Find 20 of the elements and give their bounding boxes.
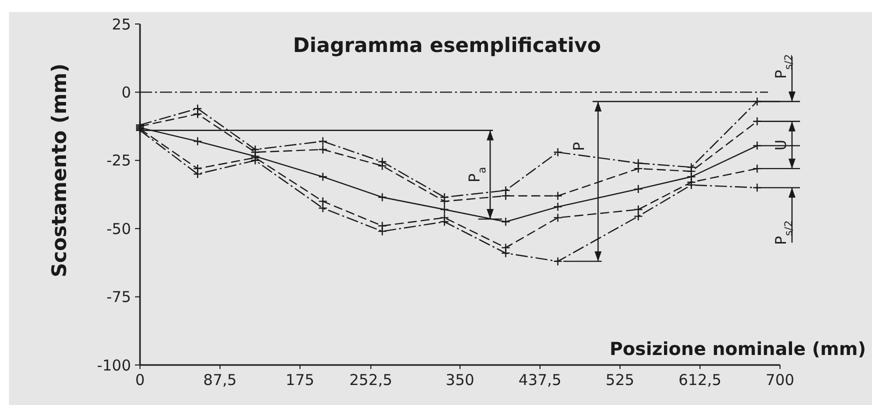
x-tick-label: 252,5 — [349, 371, 392, 389]
y-tick-label: -75 — [106, 288, 131, 306]
x-tick-label: 525 — [606, 371, 634, 389]
x-axis-title: Posizione nominale (mm) — [610, 339, 866, 360]
y-axis-title: Scostamento (mm) — [47, 63, 71, 278]
text: Diagramma esemplificativo — [293, 33, 602, 57]
y-tick-label: -50 — [106, 220, 131, 238]
x-tick-label: 350 — [446, 371, 474, 389]
y-tick-label: 0 — [121, 83, 131, 102]
y-tick-label: -25 — [106, 152, 131, 170]
x-tick-label: 700 — [766, 371, 794, 389]
y-tick-label: 25 — [112, 15, 131, 34]
x-tick-label: 0 — [135, 371, 145, 389]
y-tick-label: -100 — [96, 356, 131, 374]
x-tick-label: 87,5 — [203, 371, 237, 389]
annotation: U — [772, 139, 790, 150]
x-tick-label: 612,5 — [678, 371, 722, 389]
x-tick-label: 175 — [286, 371, 314, 389]
x-tick-label: 437,5 — [518, 371, 562, 389]
annotation: P — [570, 142, 588, 151]
